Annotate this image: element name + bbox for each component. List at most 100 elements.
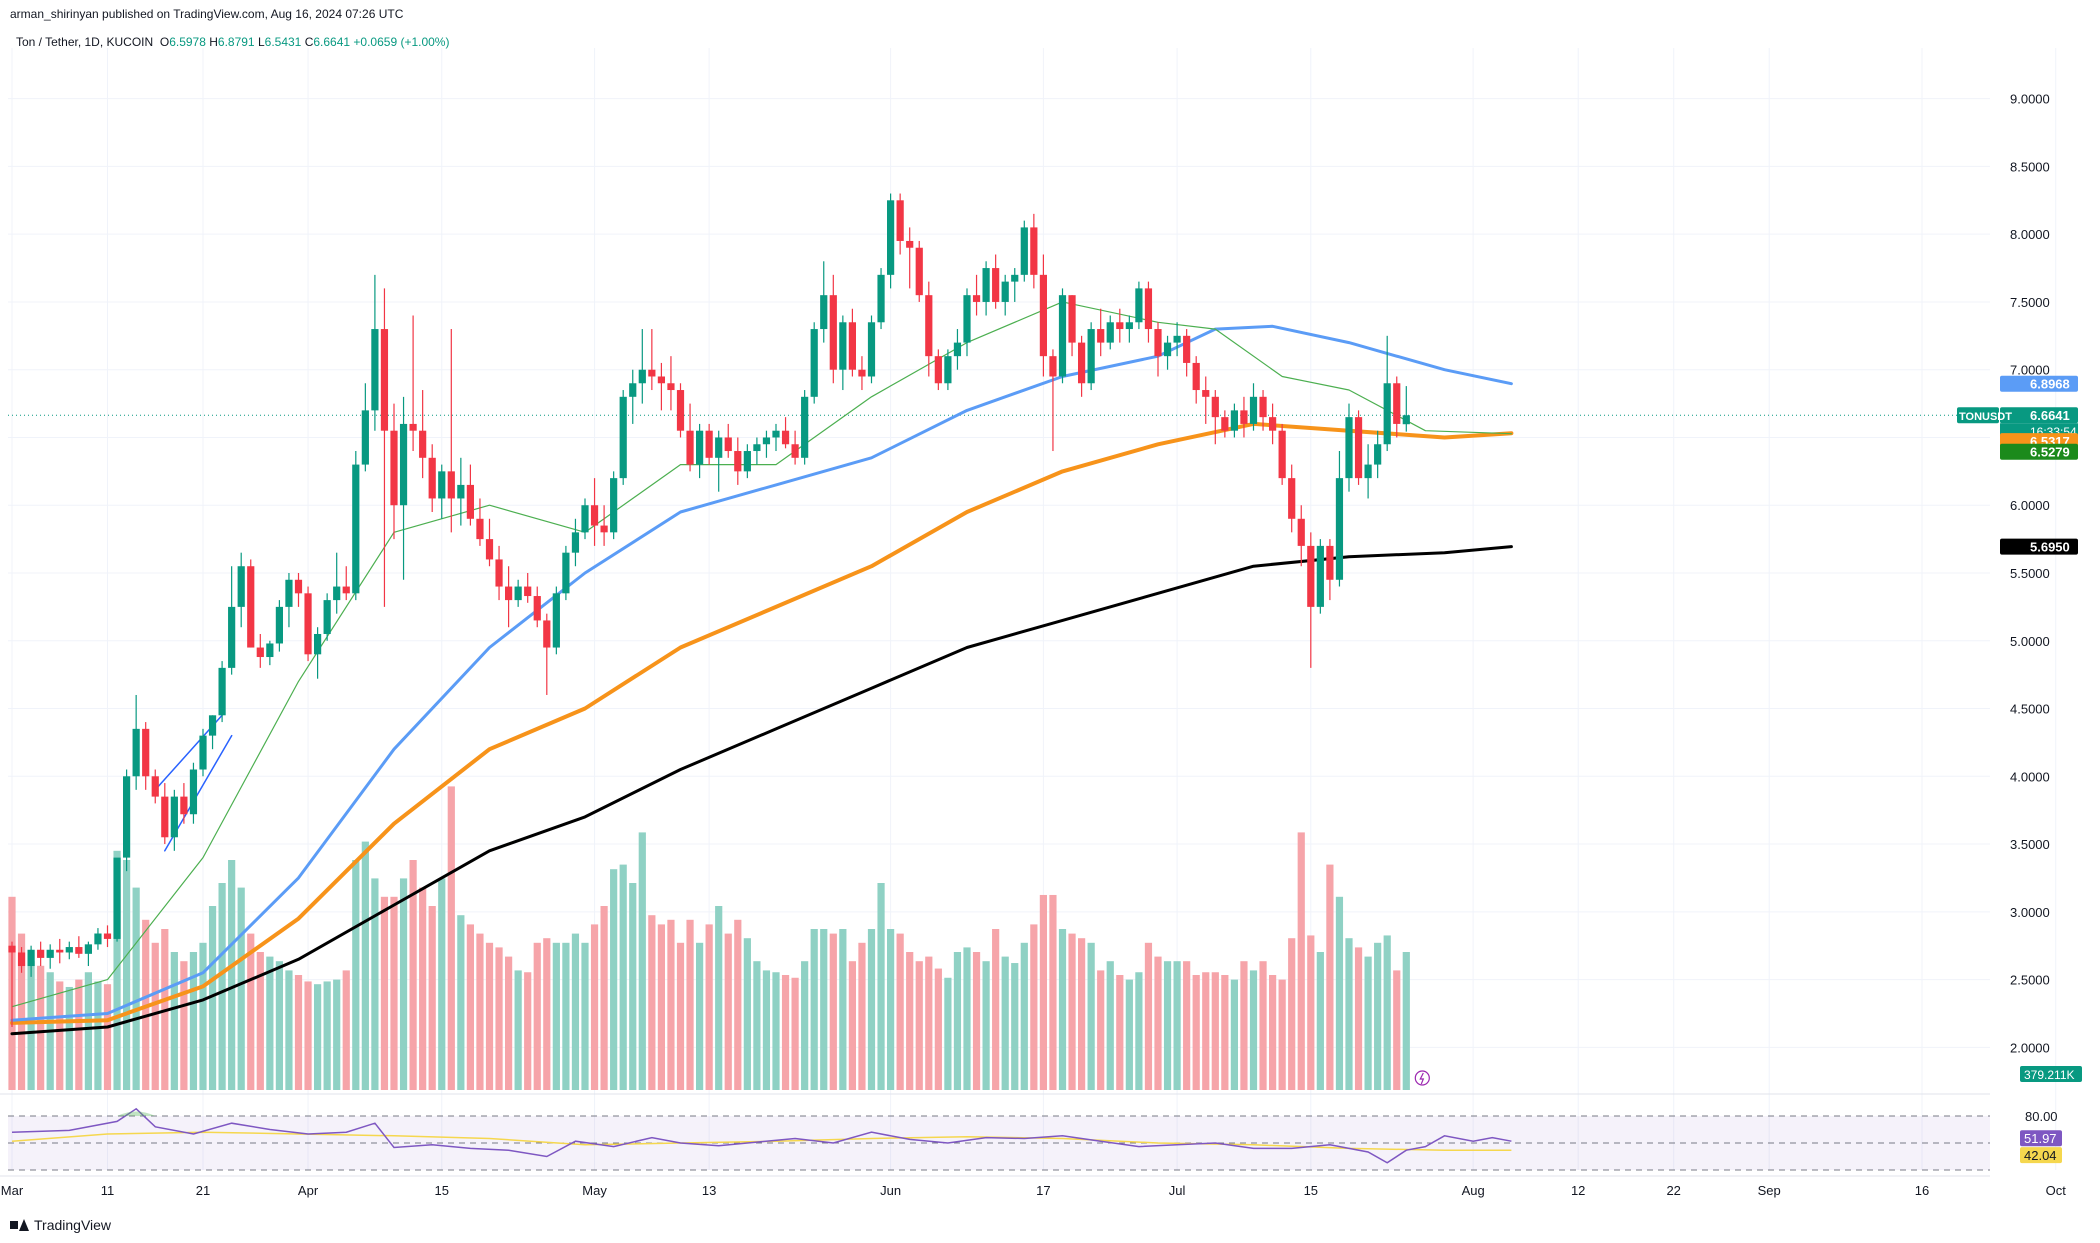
candle-body <box>333 586 341 601</box>
volume-bar <box>342 970 350 1090</box>
volume-bar <box>734 919 742 1090</box>
x-tick-label: Apr <box>298 1183 319 1198</box>
low-value: 6.5431 <box>264 35 302 49</box>
candle-body <box>256 647 264 658</box>
candle-body <box>934 356 942 384</box>
volume-bar <box>1068 933 1076 1090</box>
candle-body <box>294 579 303 594</box>
candle-body <box>170 796 178 838</box>
volume-bar <box>524 972 532 1090</box>
candle-body <box>314 633 322 655</box>
volume-bar <box>266 956 274 1090</box>
candle-body <box>801 396 809 458</box>
candle-body <box>304 593 312 655</box>
symbol-name[interactable]: Ton / Tether, 1D, KUCOIN <box>16 35 154 49</box>
candle-body <box>1183 335 1191 363</box>
candle-body <box>409 423 417 431</box>
brand-name: TradingView <box>34 1217 112 1233</box>
y-tick-label: 2.5000 <box>2010 973 2050 988</box>
rsi-label-box <box>2020 1147 2062 1164</box>
candle-body <box>476 518 484 540</box>
candle-body <box>37 949 45 958</box>
publisher-line: arman_shirinyan published on TradingView… <box>10 7 404 21</box>
volume-bar <box>858 942 866 1090</box>
candle-body <box>896 200 904 241</box>
volume-bar <box>810 929 818 1090</box>
candle-body <box>285 579 293 607</box>
candle-body <box>1221 417 1229 431</box>
candle-body <box>1393 383 1401 424</box>
candle-body <box>657 376 665 384</box>
volume-bar <box>199 942 207 1090</box>
volume-bar <box>925 956 933 1090</box>
candle-body <box>829 295 837 370</box>
candle-body <box>447 471 455 499</box>
ma-long-line <box>10 545 1513 1036</box>
candle-body <box>113 857 121 939</box>
volume-bar <box>1173 961 1181 1090</box>
volume-bar <box>1221 975 1229 1090</box>
ma-slow-line <box>10 421 1514 1025</box>
candle-body <box>371 329 379 411</box>
candle-body <box>867 322 876 377</box>
close-key: C <box>304 35 314 49</box>
volume-bar <box>314 984 322 1090</box>
volume-bar <box>1393 970 1401 1090</box>
candle-body <box>1354 417 1363 479</box>
rsi-ma-line <box>11 1131 1512 1151</box>
volume-bar <box>1030 924 1038 1090</box>
volume-bar <box>390 896 398 1090</box>
candle-body <box>180 796 188 815</box>
candle-body <box>676 390 685 431</box>
volume-bar <box>132 887 140 1090</box>
volume-bar <box>743 938 751 1090</box>
high-key: H <box>209 35 218 49</box>
x-tick-label: 17 <box>1036 1183 1050 1198</box>
volume-bar <box>1154 956 1162 1090</box>
y-tick-label: 6.0000 <box>2010 498 2050 513</box>
volume-bar <box>1354 947 1363 1090</box>
candle-body <box>1078 342 1086 384</box>
candle-body <box>237 566 245 607</box>
moving-averages <box>10 301 1514 1036</box>
volume-bar <box>94 981 102 1090</box>
volume-bar <box>285 970 293 1090</box>
rsi-pane <box>8 1107 1990 1171</box>
candle-body <box>1058 295 1067 377</box>
volume-bar <box>84 972 92 1090</box>
symbol-legend: Ton / Tether, 1D, KUCOIN O6.5978 H6.8791… <box>16 35 449 49</box>
volume-bar <box>839 929 847 1090</box>
tradingview-logo[interactable]: TradingView <box>10 1217 111 1233</box>
y-tick-label: 7.0000 <box>2010 363 2050 378</box>
price-label-box <box>2000 407 2078 424</box>
candle-body <box>1087 329 1095 384</box>
volume-bar <box>972 952 981 1090</box>
candle-body <box>1278 430 1286 479</box>
y-tick-label: 8.5000 <box>2010 159 2050 174</box>
volume-bar <box>228 860 236 1090</box>
volume-bar <box>781 975 790 1090</box>
candle-body <box>648 369 656 377</box>
y-tick-label: 8.0000 <box>2010 227 2050 242</box>
volume-bar <box>123 860 131 1090</box>
volume-bar <box>75 979 83 1090</box>
rsi-label-text: 51.97 <box>2024 1131 2057 1146</box>
volume-bar <box>638 832 646 1090</box>
volume-bar <box>419 887 427 1090</box>
candle-body <box>1269 417 1277 431</box>
volume-bar <box>1125 979 1133 1090</box>
volume-bar <box>65 986 73 1090</box>
x-tick-label: 22 <box>1666 1183 1680 1198</box>
candle-body <box>1020 227 1028 275</box>
x-tick-label: 13 <box>702 1183 716 1198</box>
rsi-line <box>11 1107 1512 1164</box>
volume-bar <box>361 841 369 1090</box>
volume-bar <box>581 942 589 1090</box>
candle-body <box>953 342 962 357</box>
candle-body <box>715 437 723 458</box>
open-value: 6.5978 <box>169 35 206 49</box>
volume-bar <box>762 970 771 1090</box>
volume-bar <box>275 961 283 1090</box>
volume-bar <box>543 938 551 1090</box>
